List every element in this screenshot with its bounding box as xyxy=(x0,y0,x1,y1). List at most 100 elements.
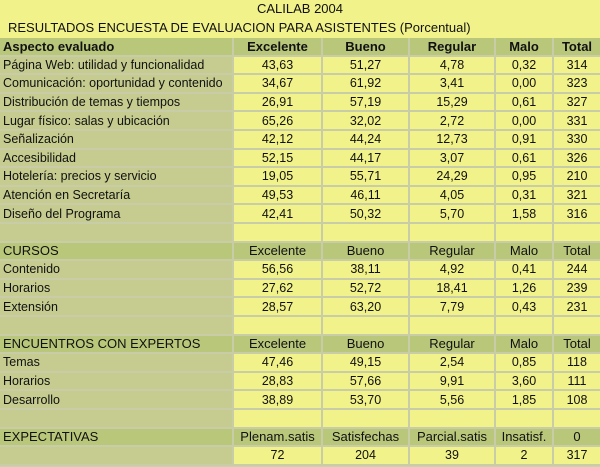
row-label xyxy=(0,317,234,336)
row-label: Atención en Secretaría xyxy=(0,186,234,206)
table-cell: 7,79 xyxy=(410,298,496,317)
table-cell: 314 xyxy=(554,56,600,76)
page-subtitle: RESULTADOS ENCUESTA DE EVALUACION PARA A… xyxy=(0,18,600,38)
row-label: Desarrollo xyxy=(0,391,234,410)
table-row: Accesibilidad 52,15 44,17 3,07 0,61 326 xyxy=(0,149,600,169)
table-cell: 0,43 xyxy=(496,298,554,317)
table-cell: 0,61 xyxy=(496,149,554,169)
table-cell: 18,41 xyxy=(410,279,496,299)
table-cell: 27,62 xyxy=(234,279,323,299)
table-cell xyxy=(323,224,410,243)
table-cell: 1,85 xyxy=(496,391,554,410)
table-cell: 111 xyxy=(554,372,600,392)
spacer-row xyxy=(0,224,600,243)
table-row: Señalización 42,12 44,24 12,73 0,91 330 xyxy=(0,131,600,150)
table-cell: 49,15 xyxy=(323,354,410,373)
table-row: Página Web: utilidad y funcionalidad 43,6… xyxy=(0,56,600,76)
row-label: Hotelería: precios y servicio xyxy=(0,168,234,187)
table-cell: 3,41 xyxy=(410,75,496,94)
table-cell: Excelente xyxy=(234,335,323,355)
table-cell: 28,83 xyxy=(234,372,323,392)
table-cell: 321 xyxy=(554,186,600,206)
table-cell: 65,26 xyxy=(234,112,323,131)
table-row: 72 204 39 2 317 xyxy=(0,447,600,466)
table-cell xyxy=(496,410,554,429)
table-row: Distribución de temas y tiempos 26,91 57,1… xyxy=(0,93,600,113)
table-cell: 4,78 xyxy=(410,56,496,76)
table-cell: 204 xyxy=(323,447,410,466)
table-cell: 38,89 xyxy=(234,391,323,410)
table-cell: Bueno xyxy=(323,335,410,355)
table-cell: 4,92 xyxy=(410,261,496,280)
table-row: Lugar físico: salas y ubicación 65,26 32,0… xyxy=(0,112,600,131)
table-cell: 0 xyxy=(554,428,600,448)
table-cell: Satisfechas xyxy=(323,428,410,448)
table-cell: Total xyxy=(554,242,600,262)
table-cell: 42,12 xyxy=(234,131,323,150)
table-cell: Regular xyxy=(410,335,496,355)
table-cell: 57,66 xyxy=(323,372,410,392)
table-row: Horarios 28,83 57,66 9,91 3,60 111 xyxy=(0,372,600,392)
table-cell: 0,61 xyxy=(496,93,554,113)
table-cell: 42,41 xyxy=(234,205,323,224)
table-cell xyxy=(554,224,600,243)
row-label: Accesibilidad xyxy=(0,149,234,169)
table-cell: 55,71 xyxy=(323,168,410,187)
table-cell: Plenam.satis xyxy=(234,428,323,448)
section-header-row: EXPECTATIVAS Plenam.satis Satisfechas Parci… xyxy=(0,428,600,448)
table-row: Diseño del Programa 42,41 50,32 5,70 1,58 316 xyxy=(0,205,600,224)
table-cell: Insatisf. xyxy=(496,428,554,448)
row-label: Horarios xyxy=(0,372,234,392)
row-label xyxy=(0,224,234,243)
table-cell: 331 xyxy=(554,112,600,131)
table-cell: 0,95 xyxy=(496,168,554,187)
table-cell: 1,26 xyxy=(496,279,554,299)
table-cell: 4,05 xyxy=(410,186,496,206)
table-cell: 118 xyxy=(554,354,600,373)
table-row: Hotelería: precios y servicio 19,05 55,71 2… xyxy=(0,168,600,187)
row-label: Extensión xyxy=(0,298,234,317)
table-cell: 210 xyxy=(554,168,600,187)
table-cell xyxy=(234,224,323,243)
row-label: Comunicación: oportunidad y contenido xyxy=(0,75,234,94)
table-cell: 12,73 xyxy=(410,131,496,150)
table-cell: Total xyxy=(554,38,600,57)
table-cell xyxy=(323,317,410,336)
table-cell: 5,70 xyxy=(410,205,496,224)
table-cell: 9,91 xyxy=(410,372,496,392)
table-cell: 19,05 xyxy=(234,168,323,187)
table-cell: 43,63 xyxy=(234,56,323,76)
table-cell: 15,29 xyxy=(410,93,496,113)
row-label: Distribución de temas y tiempos xyxy=(0,93,234,113)
table-cell: Malo xyxy=(496,335,554,355)
row-label: Contenido xyxy=(0,261,234,280)
table-cell xyxy=(410,410,496,429)
table-cell: 52,15 xyxy=(234,149,323,169)
table-cell xyxy=(234,410,323,429)
table-cell: 46,11 xyxy=(323,186,410,206)
row-label: Señalización xyxy=(0,131,234,150)
table-cell: 44,17 xyxy=(323,149,410,169)
table-cell xyxy=(554,317,600,336)
table-cell: 1,58 xyxy=(496,205,554,224)
table-cell: Regular xyxy=(410,242,496,262)
table-row: Temas 47,46 49,15 2,54 0,85 118 xyxy=(0,354,600,373)
table-cell: 53,70 xyxy=(323,391,410,410)
table-cell: 39 xyxy=(410,447,496,466)
row-label: CURSOS xyxy=(0,242,234,262)
row-label: Temas xyxy=(0,354,234,373)
section-header-row: ENCUENTROS CON EXPERTOS Excelente Bueno Reg… xyxy=(0,335,600,355)
table-cell: 2 xyxy=(496,447,554,466)
table-cell: 61,92 xyxy=(323,75,410,94)
table-cell: Excelente xyxy=(234,242,323,262)
table-cell: 0,91 xyxy=(496,131,554,150)
table-cell: Bueno xyxy=(323,38,410,57)
table-cell: 323 xyxy=(554,75,600,94)
table-cell: 56,56 xyxy=(234,261,323,280)
table-row: Contenido 56,56 38,11 4,92 0,41 244 xyxy=(0,261,600,280)
table-cell xyxy=(410,224,496,243)
table-cell: Total xyxy=(554,335,600,355)
spacer-row xyxy=(0,317,600,336)
table-cell: 38,11 xyxy=(323,261,410,280)
